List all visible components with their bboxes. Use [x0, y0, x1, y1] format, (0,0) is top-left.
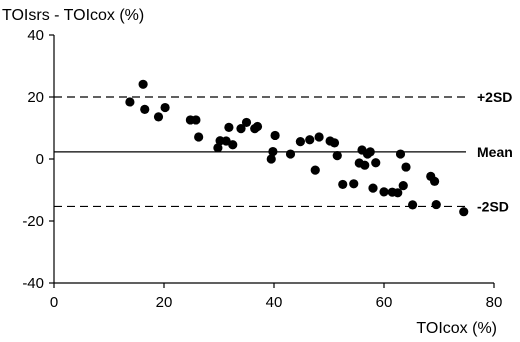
y-tick-label: 40: [27, 27, 44, 44]
x-tick-label: 60: [376, 294, 393, 311]
data-point: [398, 181, 408, 191]
data-point: [241, 117, 252, 128]
data-point: [138, 79, 148, 89]
data-point: [332, 150, 342, 161]
data-point: [371, 158, 381, 168]
data-point: [430, 176, 440, 186]
data-point: [368, 183, 378, 193]
data-point: [408, 200, 418, 210]
data-point: [393, 188, 403, 198]
data-point: [329, 138, 340, 148]
data-point: [295, 137, 305, 147]
data-point: [360, 160, 370, 170]
data-point: [349, 179, 359, 189]
y-tick-label: 0: [36, 151, 44, 168]
ref-line-label: -2SD: [477, 198, 509, 214]
y-tick-label: 20: [27, 89, 44, 106]
data-point: [191, 115, 201, 125]
data-point: [310, 165, 320, 175]
data-point: [395, 149, 406, 159]
ref-line-label: Mean: [477, 144, 513, 160]
data-point: [140, 104, 150, 114]
data-point: [401, 162, 411, 172]
x-axis-title: TOIcox (%): [416, 320, 497, 337]
data-point: [153, 112, 164, 122]
data-point: [431, 199, 441, 210]
x-tick-label: 0: [50, 294, 58, 311]
ref-line-label: +2SD: [477, 89, 512, 105]
x-tick-label: 80: [486, 294, 503, 311]
data-point: [379, 187, 389, 197]
data-point: [314, 132, 324, 142]
data-point: [268, 146, 278, 157]
data-point: [338, 179, 348, 190]
data-point: [194, 132, 204, 142]
data-point: [160, 102, 170, 113]
data-point: [266, 154, 276, 164]
data-point: [459, 207, 469, 217]
reference-lines: +2SD Mean -2SD: [54, 89, 513, 214]
x-tick-label: 20: [156, 294, 173, 311]
y-tick-label: -40: [22, 275, 44, 292]
data-point: [270, 130, 280, 141]
y-tick-label: -20: [22, 213, 44, 230]
y-axis-title: TOIsrs - TOIcox (%): [2, 7, 144, 24]
data-point: [224, 122, 234, 132]
data-point: [365, 147, 375, 157]
data-point: [285, 149, 296, 159]
data-points: [125, 79, 469, 217]
data-point: [252, 121, 263, 132]
x-tick-label: 40: [266, 294, 283, 311]
axes: -40 -20 0 20 40 0 20 40 60 80: [22, 27, 502, 311]
data-point: [305, 135, 315, 145]
data-point: [228, 140, 238, 150]
data-point: [213, 143, 223, 153]
data-point: [125, 97, 135, 107]
data-point: [236, 124, 246, 134]
